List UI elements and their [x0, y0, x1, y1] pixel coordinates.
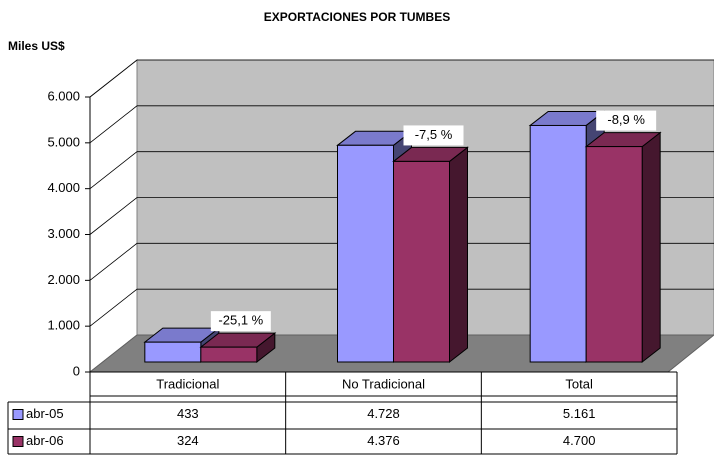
y-tick-label: 6.000: [47, 88, 80, 103]
bar: [393, 160, 450, 363]
table-value: 433: [177, 406, 199, 421]
bar: [529, 124, 587, 363]
annotation: -7,5 %: [415, 127, 453, 142]
annotation-box: [596, 110, 657, 131]
x-tick-label: No Tradicional: [342, 376, 425, 391]
annotation-box: [403, 125, 464, 146]
grid-line: [89, 288, 714, 327]
y-tick-label: 4.000: [47, 180, 80, 195]
legend-swatch: [12, 436, 24, 447]
legend-label: abr-05: [26, 406, 64, 421]
table-value: 324: [177, 433, 199, 448]
y-tick-label: 3.000: [47, 226, 80, 241]
table-value: 5.161: [563, 406, 596, 421]
table-value: 4.376: [367, 433, 400, 448]
y-tick-label: 0: [73, 363, 80, 378]
y-tick-label: 2.000: [47, 272, 80, 287]
bar: [144, 341, 202, 363]
y-tick-label: 5.000: [47, 134, 80, 149]
bar: [585, 146, 643, 363]
grid-line: [89, 105, 714, 144]
x-tick-label: Total: [565, 376, 593, 391]
annotation: -8,9 %: [607, 112, 645, 127]
y-tick-label: 1.000: [47, 318, 80, 333]
chart-title: EXPORTACIONES POR TUMBES: [264, 10, 450, 24]
legend-label: abr-06: [26, 433, 64, 448]
grid-line: [89, 242, 714, 281]
annotation-box: [210, 311, 271, 332]
bar-side: [641, 131, 661, 364]
annotation: -25,1 %: [218, 313, 263, 328]
bar-side: [449, 146, 468, 364]
x-tick-label: Tradicional: [156, 376, 219, 391]
grid-line: [89, 59, 714, 98]
legend-swatch: [12, 409, 24, 420]
grid-line: [89, 151, 714, 189]
grid-line: [89, 197, 714, 235]
table-value: 4.700: [563, 433, 596, 448]
bar: [337, 144, 394, 363]
table-value: 4.728: [367, 406, 400, 421]
bar: [200, 346, 258, 363]
y-axis-label: Miles US$: [8, 39, 65, 53]
